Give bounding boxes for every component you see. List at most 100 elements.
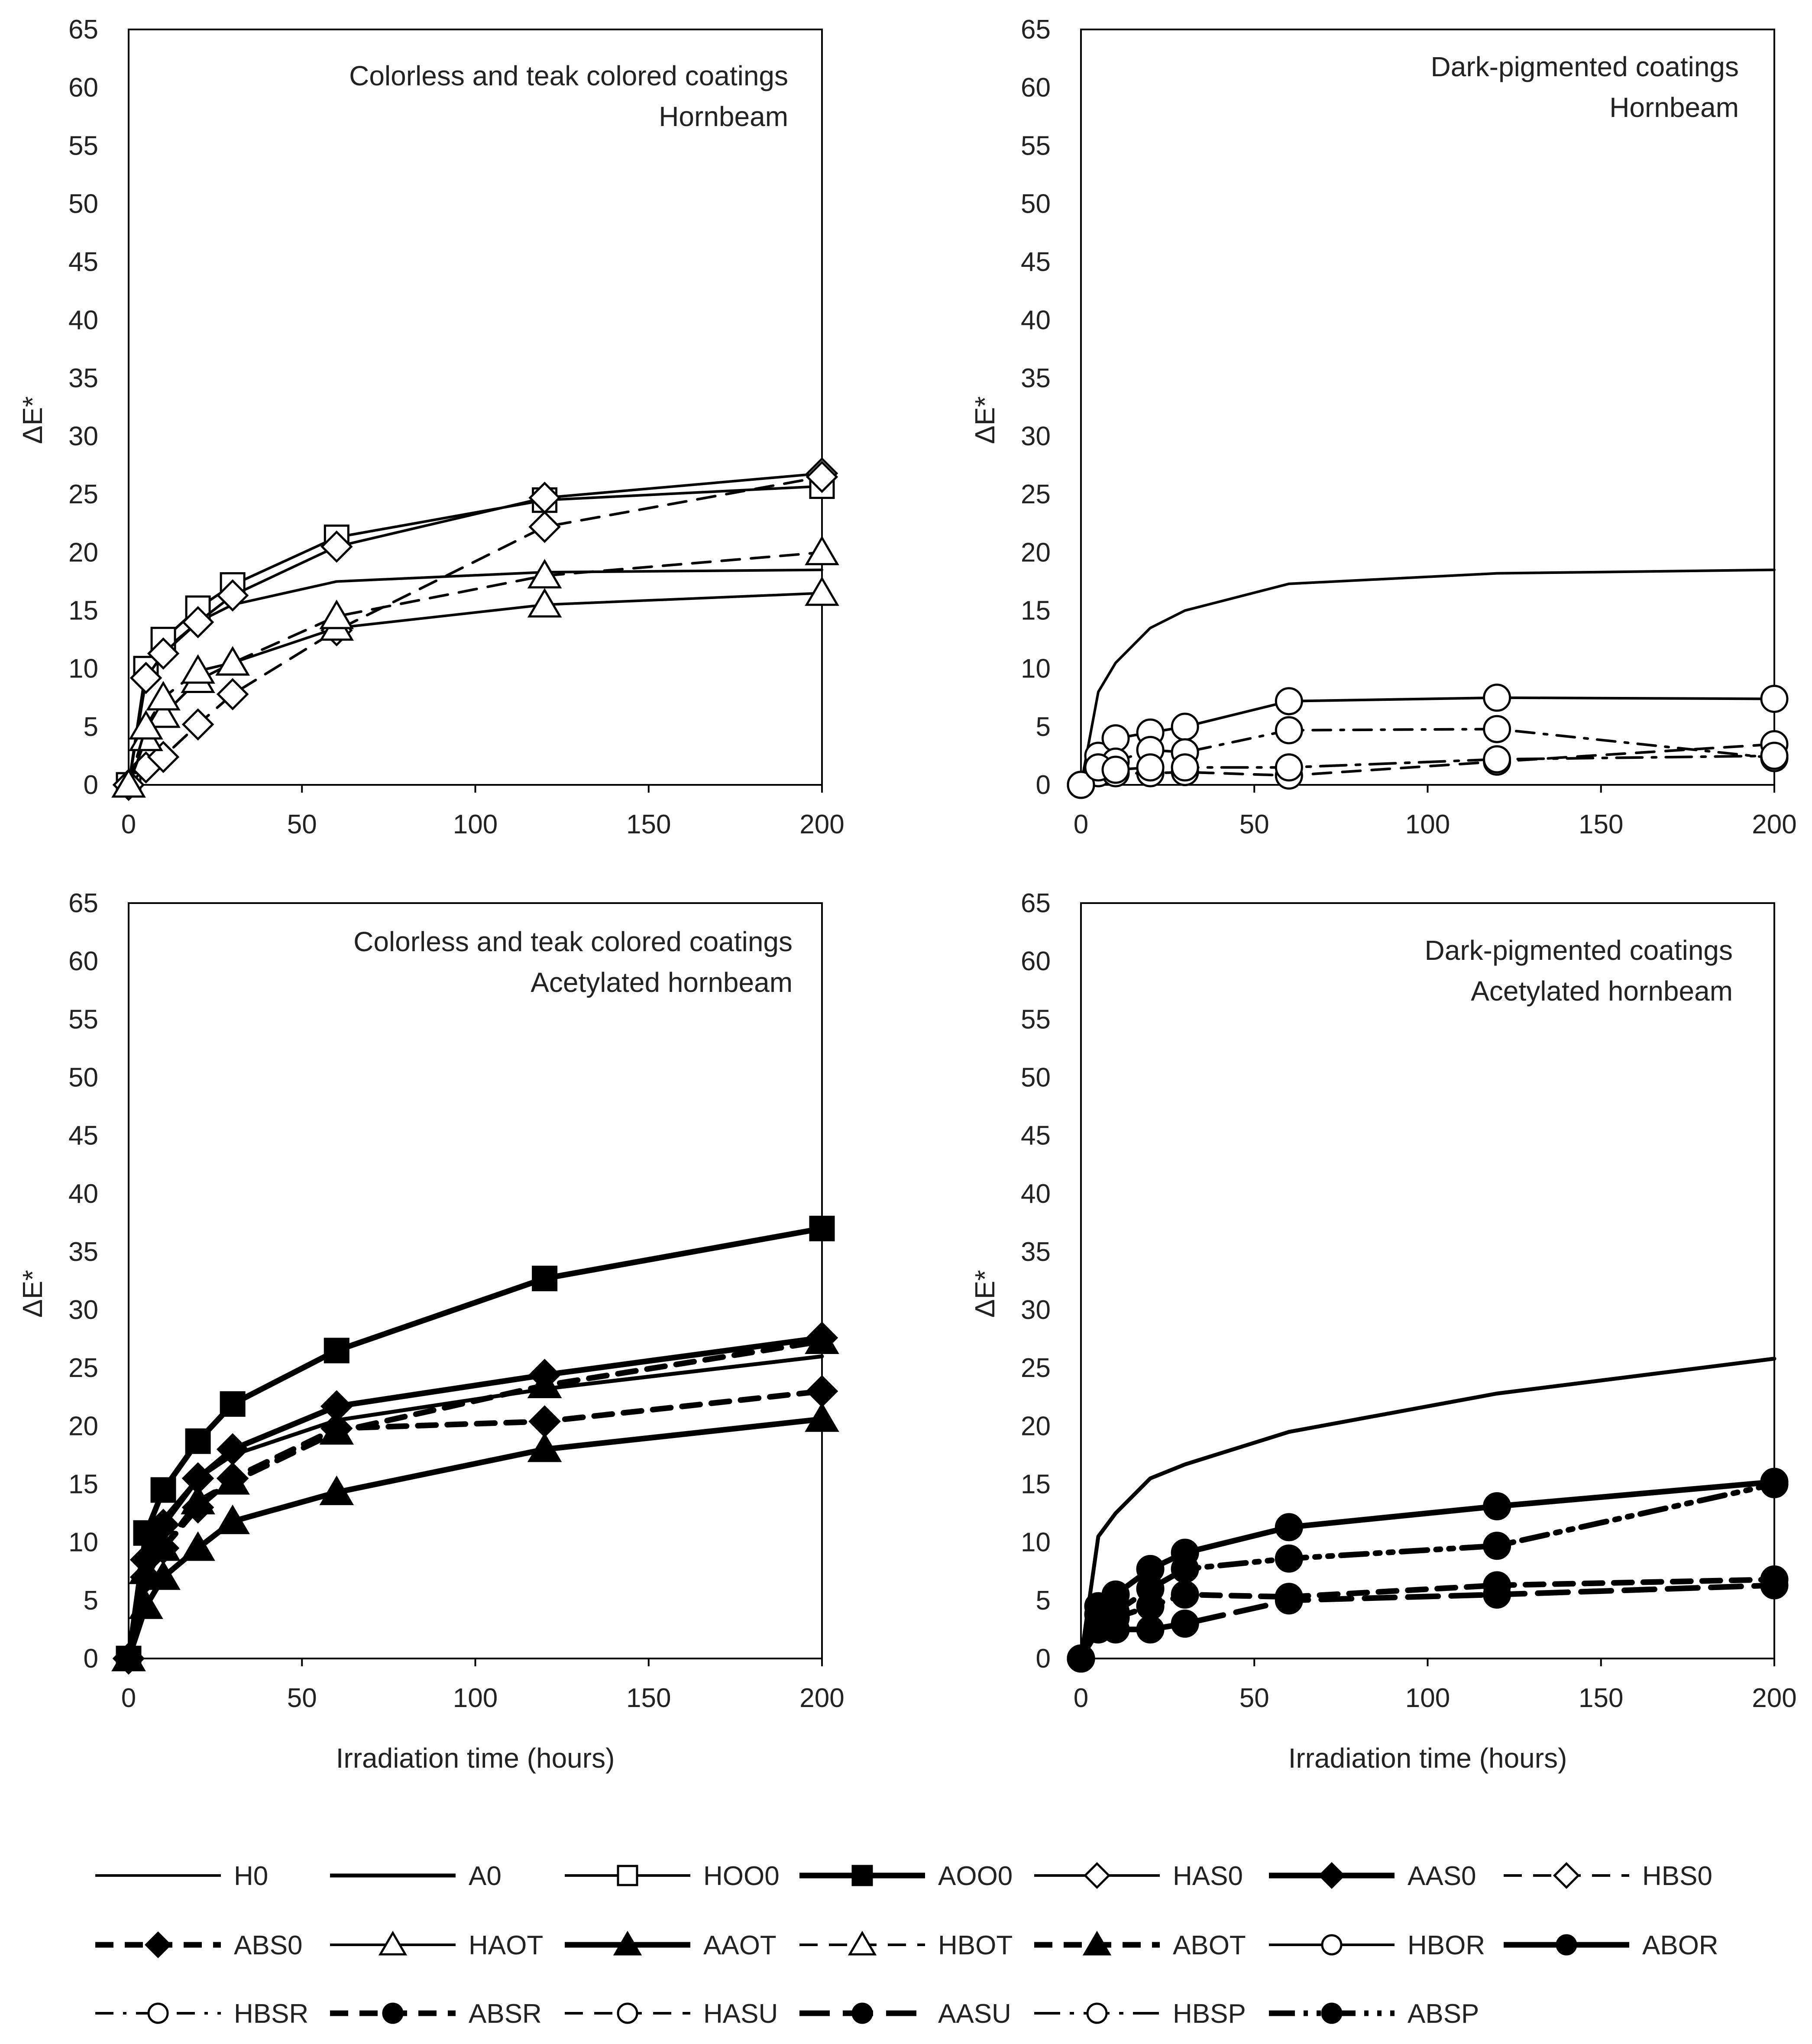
y-tick-label: 20 (1021, 538, 1051, 567)
y-tick-label: 50 (68, 1062, 98, 1092)
legend-swatch-marker (144, 1931, 172, 1959)
legend-label: ABSR (469, 1999, 542, 2029)
y-tick-label: 5 (1036, 712, 1051, 742)
data-point-hbsr (1275, 716, 1303, 745)
y-tick-label: 65 (68, 888, 98, 918)
x-axis-title: Irradiation time (hours) (336, 1743, 615, 1774)
y-tick-label: 50 (1021, 189, 1051, 219)
data-point-aaot (805, 1402, 839, 1432)
y-axis-title: ΔE* (969, 1270, 1000, 1318)
y-tick-label: 60 (1021, 946, 1051, 976)
y-tick-label: 40 (68, 305, 98, 335)
legend-swatch-marker (1553, 1862, 1580, 1889)
legend-item-hbs0: HBS0 (1504, 1861, 1712, 1891)
series-h0 (1080, 568, 1776, 786)
y-tick-label: 30 (68, 1295, 98, 1325)
x-tick-label: 0 (1074, 810, 1088, 839)
data-point-absp (1136, 1574, 1165, 1603)
legend-item-hoo0: HOO0 (565, 1861, 780, 1891)
data-point-hbot (129, 710, 163, 740)
y-tick-label: 55 (68, 1004, 98, 1034)
data-point-hbsp (1171, 753, 1199, 782)
legend-swatch-marker (617, 2002, 638, 2024)
legend-swatch-marker (613, 1931, 642, 1956)
chart-panel-4: 0 5 10 15 20 25 30 35 40 45 50 55 60 65 0 50 100 150 200 ΔE… (969, 888, 1797, 1774)
x-tick-label: 100 (1405, 1683, 1450, 1713)
y-tick-label: 20 (68, 1411, 98, 1441)
legend-swatch-marker (1082, 1931, 1112, 1956)
y-tick-label: 10 (1021, 654, 1051, 684)
data-point-hbsp (1275, 753, 1303, 782)
legend-label: AAS0 (1408, 1861, 1476, 1891)
legend-label: ABSP (1408, 1999, 1479, 2029)
panel-title: Dark-pigmented coatings (1425, 935, 1733, 966)
series-hbot (111, 535, 839, 798)
data-point-has0 (320, 530, 353, 563)
panel-subtitle: Hornbeam (1609, 92, 1739, 123)
legend-item-aas0: AAS0 (1269, 1861, 1476, 1891)
y-tick-label: 0 (1036, 1644, 1051, 1674)
legend-item-hasu: HASU (565, 1999, 778, 2029)
data-point-abot (805, 1324, 839, 1354)
data-point-hbor (1760, 684, 1789, 713)
panel-title: Dark-pigmented coatings (1431, 51, 1739, 82)
data-point-hbsp (1483, 745, 1511, 774)
series-line-aas0 (126, 1335, 825, 1662)
legend-swatch-marker (851, 2002, 873, 2024)
x-tick-label: 150 (1579, 810, 1623, 839)
y-tick-label: 35 (68, 363, 98, 393)
data-point-hbot (111, 768, 146, 798)
data-point-abot (527, 1368, 562, 1398)
y-axis-title: ΔE* (17, 396, 48, 444)
legend-swatch-marker (378, 1931, 408, 1956)
x-tick-label: 50 (287, 1683, 317, 1713)
legend-label: HAS0 (1173, 1861, 1243, 1891)
series-line-a0 (1079, 1357, 1776, 1661)
series-aas0 (112, 1322, 838, 1675)
legend-item-abs0: ABS0 (95, 1931, 303, 1960)
legend-swatch-marker (1556, 1934, 1577, 1956)
legend-item-hbsp: HBSP (1034, 1999, 1246, 2029)
legend-swatch-marker (848, 1931, 877, 1956)
legend-label: H0 (234, 1861, 268, 1891)
series-hbsp (1067, 742, 1789, 799)
y-tick-label: 25 (68, 479, 98, 509)
legend-item-has0: HAS0 (1034, 1861, 1243, 1891)
legend-item-abot: ABOT (1034, 1931, 1246, 1960)
y-tick-label: 15 (68, 596, 98, 626)
series-line-hbs0 (127, 475, 823, 786)
data-point-has0 (216, 579, 249, 612)
legend-item-hbsr: HBSR (95, 1999, 308, 2029)
data-point-aoo0 (220, 1391, 246, 1417)
data-point-hbot (181, 654, 215, 684)
series-line-hoo0 (127, 485, 823, 786)
data-point-aasu (1483, 1580, 1511, 1609)
data-point-haot (805, 576, 839, 606)
x-tick-label: 0 (1074, 1683, 1088, 1713)
y-axis-title: ΔE* (17, 1270, 48, 1318)
y-tick-label: 15 (1021, 1470, 1051, 1500)
y-tick-label: 45 (68, 247, 98, 277)
y-tick-label: 25 (68, 1353, 98, 1383)
chart-panel-3: 0 5 10 15 20 25 30 35 40 45 50 55 60 65 0 50 100 150 200 ΔE… (17, 888, 845, 1774)
y-tick-label: 55 (1021, 131, 1051, 161)
series-line-has0 (127, 472, 823, 786)
data-point-abot (181, 1485, 215, 1515)
y-tick-label: 5 (84, 712, 98, 742)
data-point-has0 (181, 606, 214, 638)
data-point-haot (527, 588, 562, 618)
y-axis-title: ΔE* (969, 396, 1000, 444)
data-point-aaot (527, 1432, 562, 1462)
data-point-aasu (1136, 1615, 1165, 1644)
data-point-hbot (527, 559, 562, 589)
data-point-abor (1483, 1492, 1511, 1521)
y-tick-label: 25 (1021, 1353, 1051, 1383)
data-point-hbor (1101, 724, 1130, 753)
data-point-hbsp (1067, 771, 1095, 799)
y-tick-label: 0 (84, 1644, 98, 1674)
x-tick-label: 200 (1752, 1683, 1796, 1713)
legend-label: HBOR (1408, 1931, 1485, 1960)
y-tick-label: 30 (1021, 1295, 1051, 1325)
